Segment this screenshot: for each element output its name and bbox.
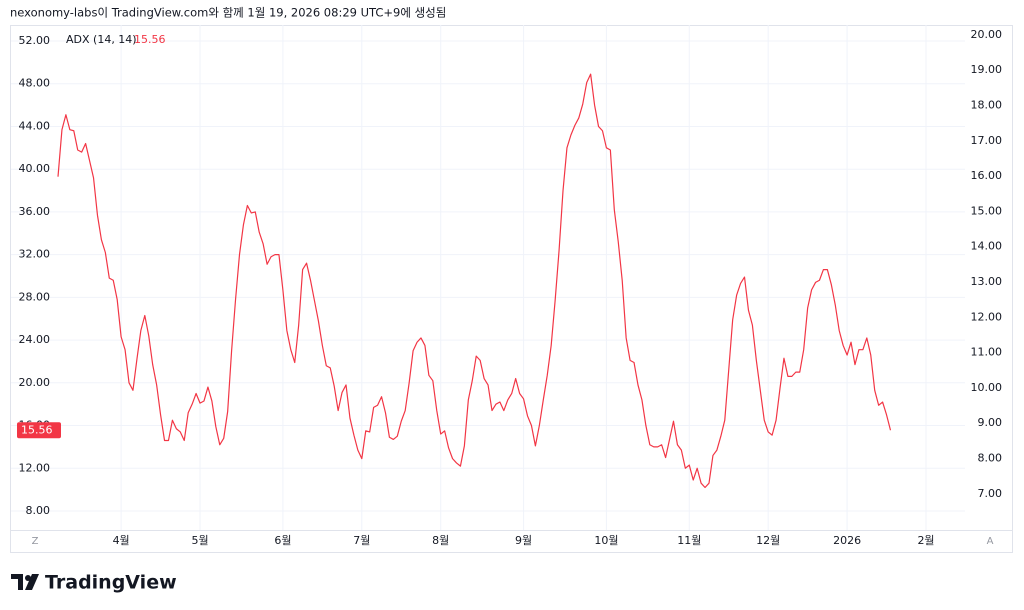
last-value-tag <box>17 422 61 439</box>
legend-series-name: ADX (14, 14) <box>66 33 137 46</box>
x-tick-label: 5월 <box>191 534 208 547</box>
y2-tick-label: 18.00 <box>971 98 1003 111</box>
y2-tick-label: 12.00 <box>971 310 1003 323</box>
y2-tick-label: 16.00 <box>971 169 1003 182</box>
y2-tick-label: 15.00 <box>971 204 1003 217</box>
brand-logo: TradingView <box>11 572 177 594</box>
plot <box>57 73 892 489</box>
x-tick-label: 12월 <box>756 534 780 547</box>
last-value-label: 15.56 <box>21 424 53 437</box>
y2-tick-label: 17.00 <box>971 134 1003 147</box>
logo-mark <box>11 574 23 590</box>
y-tick-label: 12.00 <box>19 461 51 474</box>
x-tick-label: 9월 <box>515 534 532 547</box>
y-tick-label: 40.00 <box>19 162 51 175</box>
y2-tick-label: 14.00 <box>971 240 1003 253</box>
axes: 8.00 12.00 16.00 20.00 24.00 28.00 32.00 36.00 4… <box>17 28 1002 547</box>
y-tick-label: 36.00 <box>19 205 51 218</box>
logo-dot <box>25 575 31 581</box>
series-line <box>57 73 892 489</box>
x-tick-label: 6월 <box>274 534 291 547</box>
y-tick-label: 48.00 <box>19 77 51 90</box>
timezone-button[interactable]: Z <box>32 536 39 547</box>
x-tick-label: 10월 <box>594 534 618 547</box>
y-tick-label: 52.00 <box>19 34 51 47</box>
y-tick-label: 32.00 <box>19 248 51 261</box>
y2-tick-label: 10.00 <box>971 381 1003 394</box>
y-tick-label: 24.00 <box>19 333 51 346</box>
chart-frame <box>10 25 1013 553</box>
x-tick-label: 4월 <box>113 534 130 547</box>
x-tick-label: 8월 <box>432 534 449 547</box>
brand-name: TradingView <box>45 572 177 594</box>
x-tick-label: 2월 <box>917 534 934 547</box>
legend-value: 15.56 <box>134 33 166 46</box>
y2-tick-label: 19.00 <box>971 63 1003 76</box>
y2-tick-label: 13.00 <box>971 275 1003 288</box>
header: nexonomy-labs이 TradingView.com와 함께 1월 19… <box>10 6 446 20</box>
y2-tick-label: 20.00 <box>971 28 1003 41</box>
y2-tick-label: 8.00 <box>978 452 1003 465</box>
y-tick-label: 8.00 <box>26 504 51 517</box>
x-tick-label: 11월 <box>677 534 701 547</box>
y2-tick-label: 11.00 <box>971 346 1003 359</box>
x-tick-label: 7월 <box>353 534 370 547</box>
y-tick-label: 44.00 <box>19 119 51 132</box>
grid <box>11 25 965 530</box>
y2-tick-label: 7.00 <box>978 487 1003 500</box>
y-tick-label: 28.00 <box>19 290 51 303</box>
y-tick-label: 20.00 <box>19 376 51 389</box>
x-tick-label: 2026 <box>833 534 861 547</box>
y2-tick-label: 9.00 <box>978 416 1003 429</box>
auto-scale-button[interactable]: A <box>987 536 994 547</box>
logo-slash <box>25 574 39 590</box>
